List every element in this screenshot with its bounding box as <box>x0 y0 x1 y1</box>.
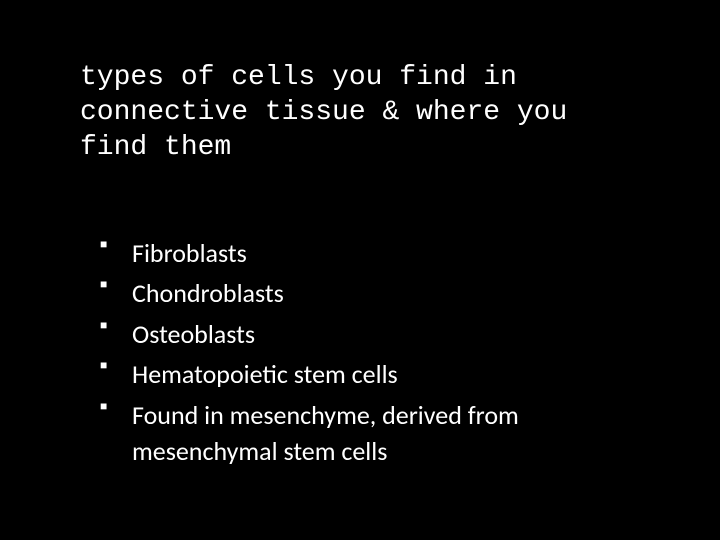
list-item: Fibroblasts <box>100 235 640 271</box>
bullet-list: Fibroblasts Chondroblasts Osteoblasts He… <box>80 235 640 469</box>
list-item: Chondroblasts <box>100 275 640 311</box>
slide-title: types of cells you find in connective ti… <box>80 60 640 165</box>
list-item: Found in mesenchyme, derived from mesenc… <box>100 397 640 470</box>
list-item: Hematopoietic stem cells <box>100 356 640 392</box>
list-item: Osteoblasts <box>100 316 640 352</box>
slide: types of cells you find in connective ti… <box>0 0 720 540</box>
